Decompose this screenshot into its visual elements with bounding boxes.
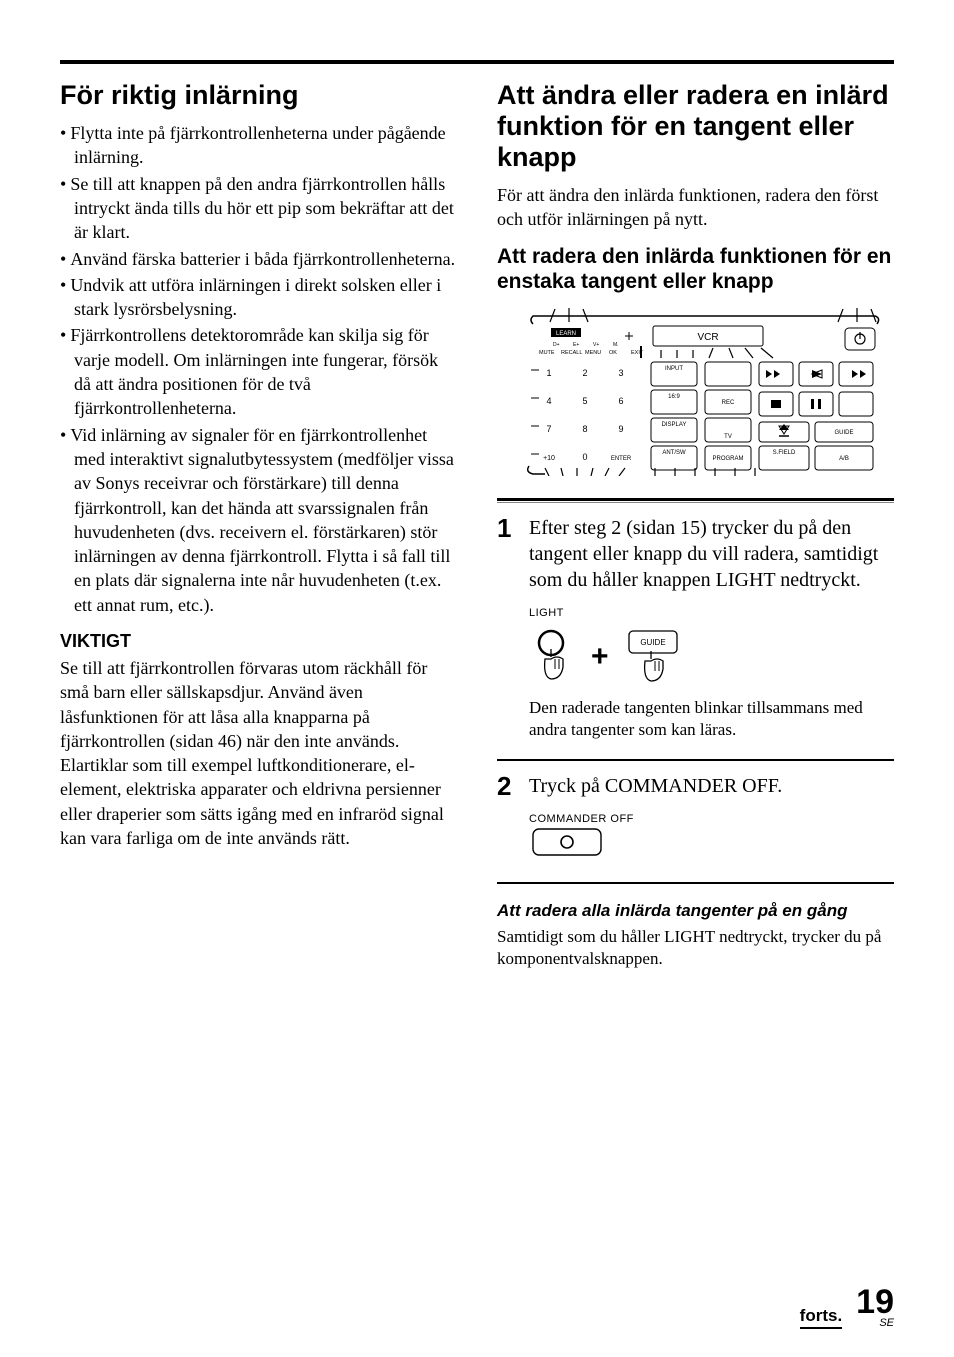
svg-text:M.: M. — [613, 342, 619, 348]
left-column: För riktig inlärning Flytta inte på fjär… — [60, 80, 457, 983]
svg-text:DISPLAY: DISPLAY — [662, 422, 687, 428]
svg-text:GUIDE: GUIDE — [640, 638, 665, 647]
svg-text:0: 0 — [582, 452, 587, 462]
bullet-item: Se till att knappen på den andra fjärrko… — [60, 172, 457, 245]
right-subheading: Att radera den inlärda funktionen för en… — [497, 244, 894, 294]
two-column-layout: För riktig inlärning Flytta inte på fjär… — [60, 80, 894, 983]
svg-text:MUTE: MUTE — [539, 350, 555, 356]
remote-diagram: LEARN D+ E+ V+ M. MUTE RECALL MENU OK EX… — [525, 306, 894, 476]
important-text: Se till att fjärrkontrollen förvaras uto… — [60, 656, 457, 850]
bullet-item: Undvik att utföra inlärningen i direkt s… — [60, 273, 457, 322]
step-1-text: Efter steg 2 (sidan 15) trycker du på de… — [529, 515, 894, 593]
press-guide-icon: GUIDE — [623, 627, 687, 687]
svg-text:7: 7 — [546, 424, 551, 434]
step-divider — [497, 882, 894, 884]
bullet-item: Fjärrkontrollens detektorområde kan skil… — [60, 323, 457, 420]
left-heading: För riktig inlärning — [60, 80, 457, 111]
step-2-text: Tryck på COMMANDER OFF. — [529, 773, 894, 799]
italic-body: Samtidigt som du håller LIGHT nedtryckt,… — [497, 926, 894, 972]
light-label: LIGHT — [529, 607, 894, 619]
right-intro: För att ändra den inlärda funktionen, ra… — [497, 183, 894, 232]
svg-text:8: 8 — [582, 424, 587, 434]
svg-text:TV: TV — [724, 434, 732, 440]
svg-text:1: 1 — [546, 368, 551, 378]
svg-text:16:9: 16:9 — [668, 394, 680, 400]
svg-text:GUIDE: GUIDE — [834, 430, 853, 436]
svg-text:RECALL: RECALL — [561, 350, 582, 356]
top-rule — [60, 60, 894, 64]
plus-icon: + — [591, 640, 609, 674]
press-light-icon — [529, 629, 577, 685]
important-box: VIKTIGT Se till att fjärrkontrollen förv… — [60, 631, 457, 850]
svg-text:+10: +10 — [543, 455, 555, 462]
commander-off-label: COMMANDER OFF — [529, 813, 894, 825]
svg-text:REC: REC — [722, 400, 735, 406]
continued-label: forts. — [800, 1306, 843, 1329]
svg-text:PROGRAM: PROGRAM — [712, 456, 743, 462]
svg-text:V+: V+ — [593, 342, 599, 348]
remote-svg: LEARN D+ E+ V+ M. MUTE RECALL MENU OK EX… — [525, 306, 885, 476]
page-number: 19 — [856, 1285, 894, 1319]
vcr-screen-label: VCR — [697, 332, 718, 343]
svg-text:MENU: MENU — [585, 350, 601, 356]
svg-text:ENTER: ENTER — [611, 456, 632, 462]
step-divider — [497, 498, 894, 503]
commander-off-button-icon — [529, 825, 609, 859]
bullet-item: Vid inlärning av signaler för en fjärrko… — [60, 423, 457, 617]
bullet-list: Flytta inte på fjärrkontrollenheterna un… — [60, 121, 457, 617]
step-1: 1 Efter steg 2 (sidan 15) trycker du på … — [497, 515, 894, 741]
page-number-block: 19 SE — [856, 1285, 894, 1329]
svg-text:2: 2 — [582, 368, 587, 378]
right-heading: Att ändra eller radera en inlärd funktio… — [497, 80, 894, 173]
bullet-item: Använd färska batterier i båda fjärrkont… — [60, 247, 457, 271]
svg-text:3: 3 — [618, 368, 623, 378]
svg-text:E+: E+ — [573, 342, 579, 348]
step-number: 1 — [497, 515, 519, 741]
svg-text:S.FIELD: S.FIELD — [773, 450, 796, 456]
step-2: 2 Tryck på COMMANDER OFF. COMMANDER OFF — [497, 773, 894, 864]
step-number: 2 — [497, 773, 519, 864]
svg-text:5: 5 — [582, 396, 587, 406]
step-1-note: Den raderade tangenten blinkar tillsamma… — [529, 697, 894, 741]
step1-icon-row: + GUIDE — [529, 627, 894, 687]
page-footer: forts. 19 SE — [800, 1285, 894, 1329]
svg-text:INPUT: INPUT — [665, 366, 683, 372]
svg-text:OK: OK — [609, 350, 617, 356]
svg-text:D+: D+ — [553, 342, 560, 348]
bullet-item: Flytta inte på fjärrkontrollenheterna un… — [60, 121, 457, 170]
step-divider — [497, 759, 894, 761]
svg-text:4: 4 — [546, 396, 551, 406]
learn-badge: LEARN — [556, 331, 576, 337]
svg-text:9: 9 — [618, 424, 623, 434]
important-label: VIKTIGT — [60, 631, 457, 652]
right-column: Att ändra eller radera en inlärd funktio… — [497, 80, 894, 983]
svg-text:A/B: A/B — [839, 456, 849, 462]
svg-text:6: 6 — [618, 396, 623, 406]
italic-subheading: Att radera alla inlärda tangenter på en … — [497, 900, 894, 921]
svg-text:ANT/SW: ANT/SW — [662, 450, 686, 456]
